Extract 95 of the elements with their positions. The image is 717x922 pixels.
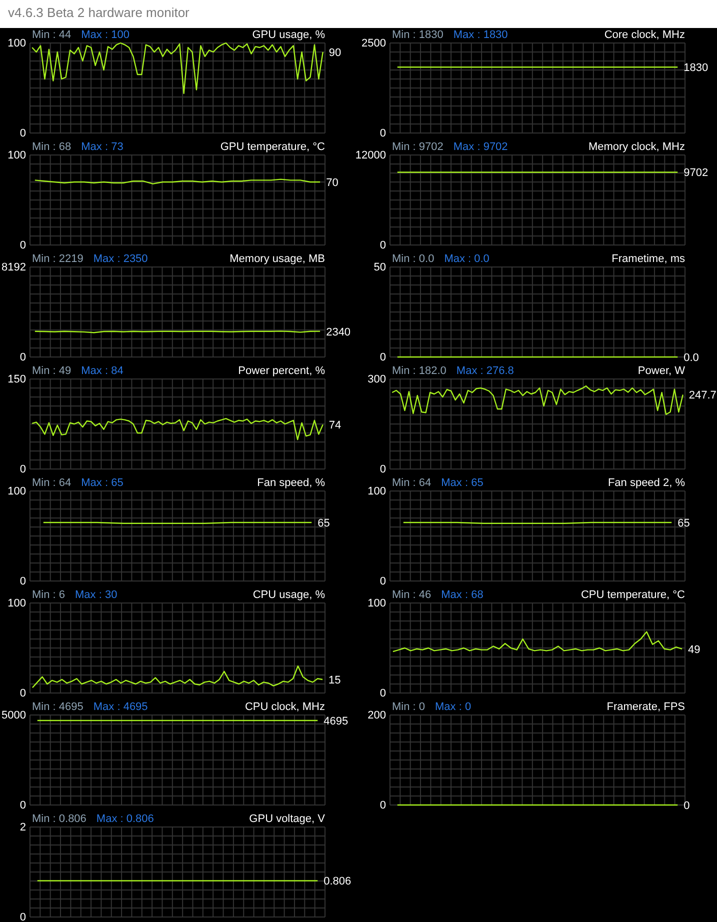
- y-tick-label: 0: [20, 240, 26, 252]
- y-tick-label: 0: [20, 576, 26, 588]
- text: Max : 30: [75, 589, 118, 601]
- data-label: 2340: [326, 326, 351, 338]
- text: Min : 0.0: [392, 253, 434, 265]
- y-tick-label: 0: [380, 464, 386, 476]
- chart-title: Frametime, ms: [612, 253, 686, 265]
- text: Max : 100: [81, 29, 130, 41]
- text: Max : 9702: [453, 141, 508, 153]
- y-tick-label: 300: [368, 374, 386, 386]
- chart-title: GPU usage, %: [252, 29, 326, 41]
- text: Max : 84: [81, 365, 124, 377]
- data-label: 65: [678, 518, 690, 530]
- chart-title: Fan speed, %: [257, 477, 326, 489]
- y-tick-label: 100: [368, 486, 386, 498]
- line-series: [392, 631, 683, 652]
- y-tick-label: 0: [380, 800, 386, 812]
- text: Min : 182.0: [392, 365, 446, 377]
- text: Min : 0.806: [32, 813, 86, 825]
- data-label: 0.0: [684, 352, 699, 364]
- text: Max : 2350: [93, 253, 148, 265]
- y-tick-label: 0: [380, 576, 386, 588]
- chart-title: CPU usage, %: [252, 589, 326, 601]
- y-tick-label: 0: [20, 912, 26, 922]
- y-tick-label: 2500: [362, 38, 386, 50]
- text: Max : 4695: [93, 701, 148, 713]
- text: Max : 65: [81, 477, 124, 489]
- text: Min : 64: [32, 477, 72, 489]
- text: Max : 65: [441, 477, 484, 489]
- y-tick-label: 0: [20, 464, 26, 476]
- y-tick-label: 0: [380, 240, 386, 252]
- text: Max : 0.0: [444, 253, 490, 265]
- data-label: 65: [318, 518, 330, 530]
- data-label: 9702: [684, 167, 708, 180]
- y-tick-label: 0: [20, 688, 26, 700]
- text: Min : 44: [32, 29, 72, 41]
- data-label: 49: [688, 644, 700, 656]
- y-tick-label: 12000: [355, 150, 386, 162]
- y-tick-label: 0: [20, 352, 26, 364]
- data-label: 90: [328, 47, 342, 59]
- text: Min : 1830: [392, 29, 444, 41]
- y-tick-label: 100: [8, 150, 26, 162]
- chart-title: GPU temperature, °C: [220, 141, 326, 153]
- chart-title: GPU voltage, V: [249, 813, 326, 825]
- text: Min : 64: [392, 477, 432, 489]
- text: Min : 4695: [32, 701, 84, 713]
- data-label: 1830: [684, 62, 708, 74]
- chart-title: CPU clock, MHz: [244, 701, 325, 713]
- line-series: [32, 665, 324, 688]
- chart-title: Power, W: [638, 365, 686, 377]
- y-tick-label: 100: [8, 38, 26, 50]
- chart-title: Power percent, %: [238, 365, 326, 377]
- y-tick-label: 5000: [2, 710, 26, 722]
- y-tick-label: 0: [380, 688, 386, 700]
- text: Max : 1830: [453, 29, 508, 41]
- y-tick-label: 200: [368, 710, 386, 722]
- text: Min : 49: [32, 365, 72, 377]
- data-label: 4695: [324, 715, 348, 728]
- chart-title: Framerate, FPS: [606, 701, 685, 713]
- y-tick-label: 150: [8, 374, 26, 386]
- y-tick-label: 0: [380, 128, 386, 140]
- y-tick-label: 100: [8, 486, 26, 498]
- text: Min : 9702: [392, 141, 444, 153]
- data-label: 247.7: [688, 390, 716, 402]
- text: Max : 276.8: [456, 365, 514, 377]
- text: Min : 68: [32, 141, 72, 153]
- text: Min : 46: [392, 589, 432, 601]
- y-tick-label: 0: [20, 128, 26, 140]
- chart-title: CPU temperature, °C: [580, 589, 686, 601]
- y-tick-label: 0: [20, 800, 26, 812]
- data-label: 0.806: [324, 876, 352, 888]
- data-label: 74: [328, 420, 342, 432]
- y-tick-label: 50: [374, 262, 386, 274]
- chart-title: Fan speed 2, %: [608, 477, 686, 489]
- chart-title: Memory usage, MB: [230, 253, 325, 265]
- text: Max : 68: [441, 589, 484, 601]
- data-label: 70: [326, 177, 338, 189]
- y-tick-label: 2: [20, 822, 26, 834]
- line-series: [32, 418, 324, 440]
- chart-title: Core clock, MHz: [604, 29, 685, 41]
- text: Min : 0: [392, 701, 426, 713]
- text: Max : 73: [81, 141, 124, 153]
- data-label: 0: [684, 800, 690, 812]
- y-tick-label: 100: [8, 598, 26, 610]
- text: v4.6.3 Beta 2 hardware monitor: [8, 5, 190, 20]
- y-tick-label: 8192: [2, 262, 26, 274]
- data-label: 15: [328, 674, 341, 686]
- text: Max : 0.806: [96, 813, 154, 825]
- text: Min : 2219: [32, 253, 84, 265]
- line-series: [392, 385, 684, 415]
- text: Max : 0: [435, 701, 472, 713]
- chart-title: Memory clock, MHz: [588, 141, 685, 153]
- text: Min : 6: [32, 589, 66, 601]
- y-tick-label: 0: [380, 352, 386, 364]
- y-tick-label: 100: [368, 598, 386, 610]
